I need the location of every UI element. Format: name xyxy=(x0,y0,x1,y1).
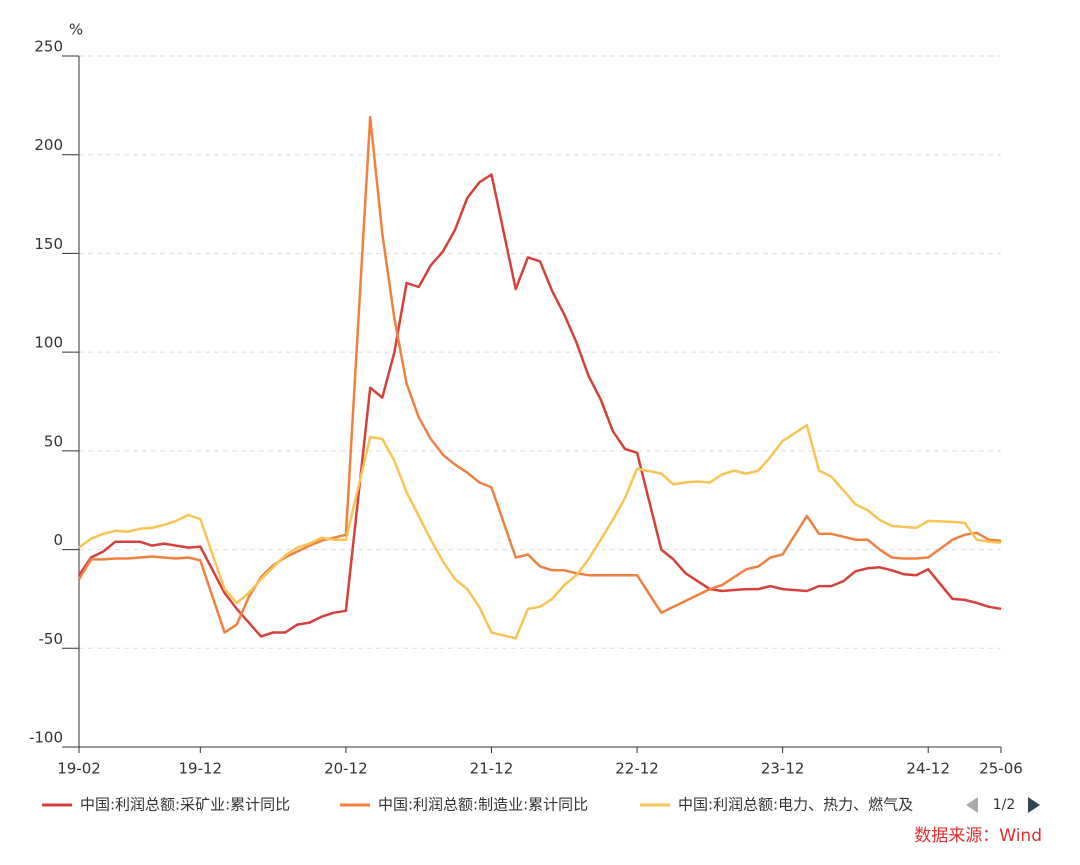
y-tick-label: 200 xyxy=(34,136,63,154)
y-tick-label: 0 xyxy=(53,531,63,549)
legend: 中国:利润总额:采矿业:累计同比 中国:利润总额:制造业:累计同比 中国:利润总额:… xyxy=(42,796,913,814)
line-series xyxy=(77,115,1002,634)
plot-area: -100 -50 0 50 100 150 200 250 19-02 19-12 20-12 21-… xyxy=(29,38,1023,778)
legend-label: 中国:利润总额:电力、热力、燃气及 xyxy=(678,796,913,814)
legend-label: 中国:利润总额:制造业:累计同比 xyxy=(378,796,588,814)
y-tick-label: -50 xyxy=(39,630,64,648)
source: 数据来源：Wind xyxy=(914,826,1042,846)
x-tick-label: 22-12 xyxy=(615,760,659,778)
x-tick-label: 19-02 xyxy=(57,760,101,778)
x-tick-label: 24-12 xyxy=(906,760,950,778)
x-tick-label: 25-06 xyxy=(979,760,1023,778)
x-tick-label: 19-12 xyxy=(179,760,223,778)
y-tick-label: 150 xyxy=(34,235,63,253)
legend-label: 中国:利润总额:采矿业:累计同比 xyxy=(80,796,290,814)
y-tick-label: 50 xyxy=(44,432,63,450)
legend-next[interactable] xyxy=(1028,797,1040,813)
x-tick-label: 23-12 xyxy=(761,760,805,778)
y-tick-label: 100 xyxy=(34,334,63,352)
x-tick-label: 20-12 xyxy=(324,760,368,778)
y-tick-label: -100 xyxy=(29,729,63,747)
legend-page: 1/2 xyxy=(993,797,1016,813)
y-unit: % xyxy=(69,21,83,39)
line-series xyxy=(77,173,1002,638)
x-tick-label: 21-12 xyxy=(470,760,514,778)
line-series xyxy=(78,423,1002,640)
y-tick-label: 250 xyxy=(34,38,63,56)
legend-prev[interactable] xyxy=(966,797,978,813)
